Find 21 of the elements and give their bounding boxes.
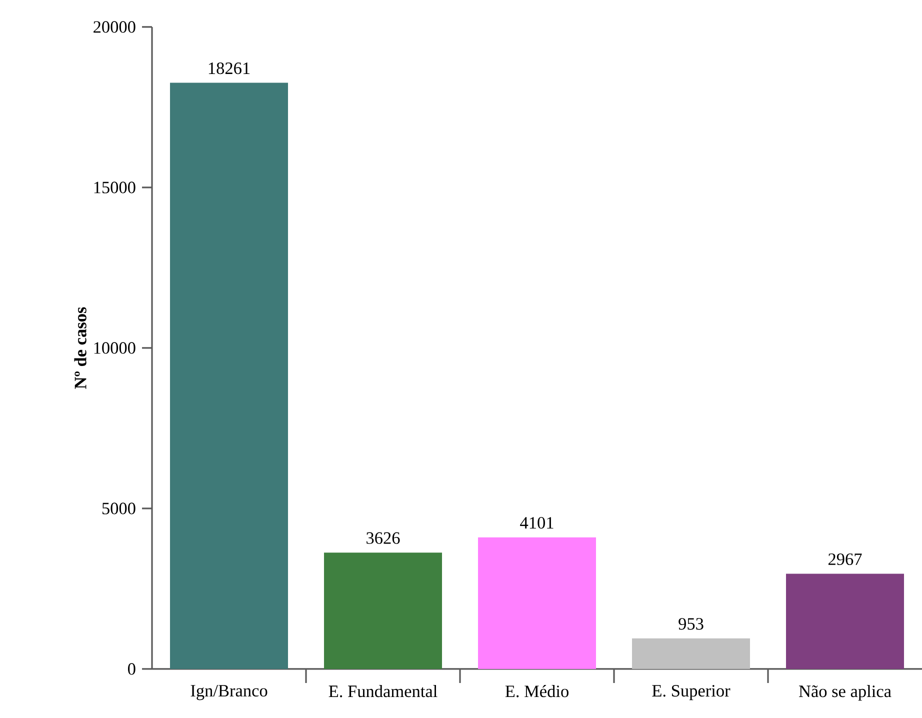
y-tick-label: 5000 bbox=[102, 502, 136, 514]
data-label: 2967 bbox=[828, 553, 862, 566]
data-label: 953 bbox=[678, 618, 704, 630]
data-label: 4101 bbox=[520, 517, 554, 529]
bar bbox=[786, 574, 904, 669]
x-tick-label: Não se aplica bbox=[799, 685, 892, 701]
y-axis-title: Nº de casos bbox=[74, 307, 86, 389]
data-label: 18261 bbox=[208, 62, 250, 74]
bar bbox=[324, 552, 442, 669]
y-tick-label: 20000 bbox=[94, 21, 136, 33]
bar bbox=[170, 82, 288, 669]
y-tick-label: 0 bbox=[128, 663, 136, 675]
y-tick-label: 15000 bbox=[94, 182, 136, 194]
bar bbox=[632, 638, 750, 669]
x-tick-label: E. Fundamental bbox=[328, 685, 438, 698]
x-tick-label: Ign/Branco bbox=[190, 685, 268, 700]
bar bbox=[478, 537, 596, 669]
y-tick-label: 10000 bbox=[94, 342, 136, 354]
x-tick-label: E. Superior bbox=[652, 685, 730, 700]
x-tick-label: E. Médio bbox=[505, 685, 568, 698]
data-label: 3626 bbox=[366, 532, 400, 544]
